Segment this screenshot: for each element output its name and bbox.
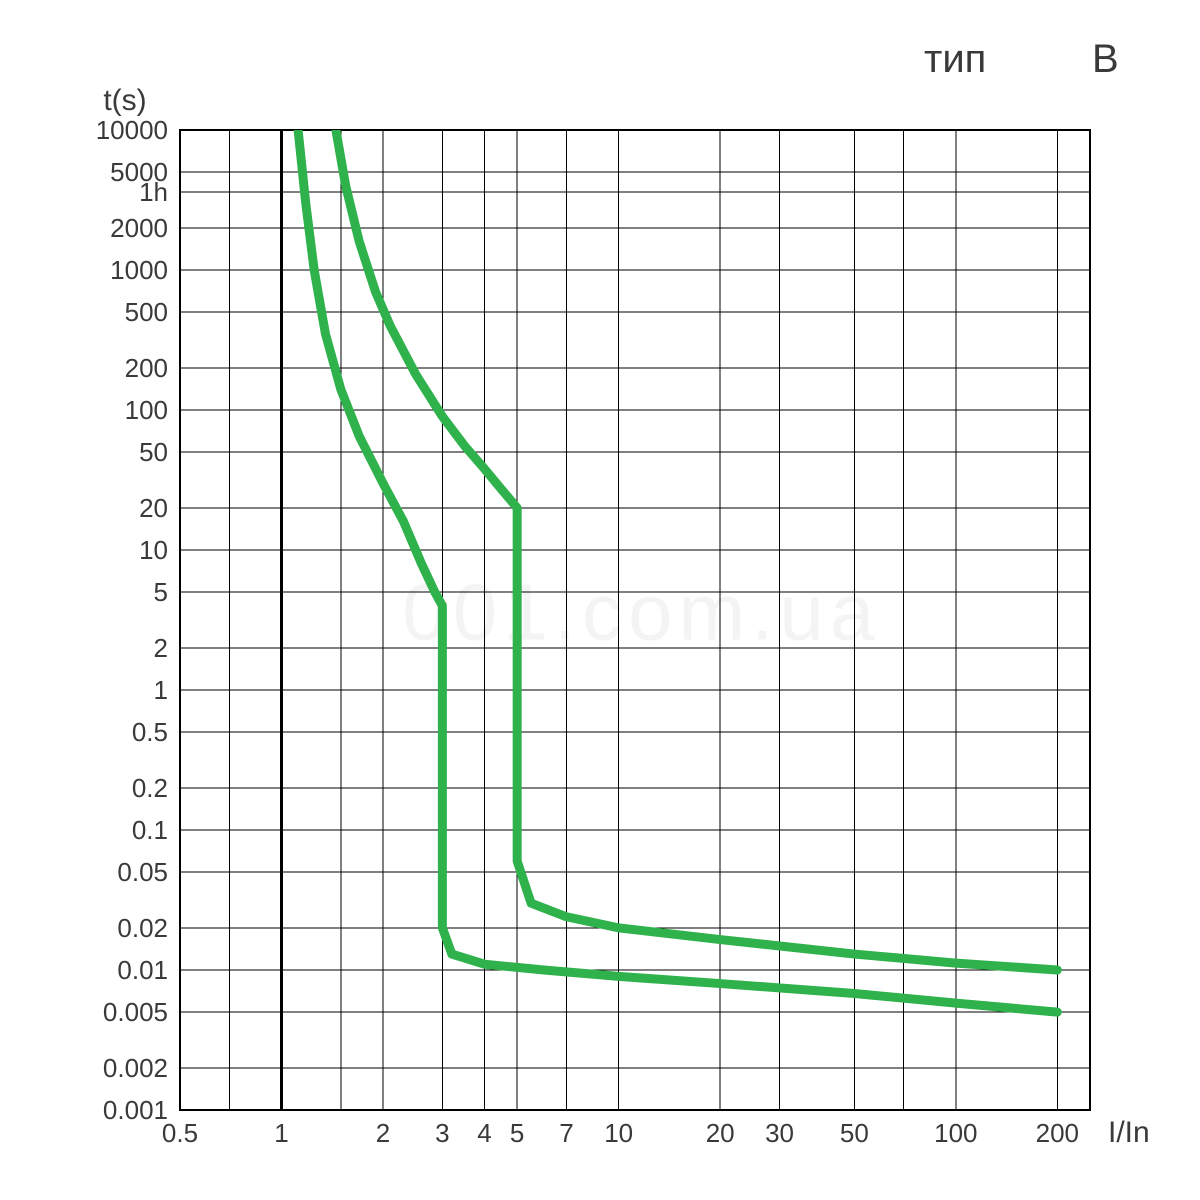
chart-title-left: тип <box>924 37 986 81</box>
x-tick-label: 2 <box>376 1118 390 1148</box>
x-tick-label: 4 <box>477 1118 491 1148</box>
x-tick-label: 0.5 <box>162 1118 198 1148</box>
y-tick-label: 1 <box>154 675 168 705</box>
y-tick-label: 200 <box>125 353 168 383</box>
x-axis-label: I/In <box>1108 1116 1150 1149</box>
y-tick-label: 50 <box>139 437 168 467</box>
x-tick-label: 1 <box>274 1118 288 1148</box>
y-tick-label: 10000 <box>96 115 168 145</box>
y-tick-label: 20 <box>139 493 168 523</box>
x-tick-label: 200 <box>1036 1118 1079 1148</box>
y-tick-label: 0.01 <box>117 955 168 985</box>
y-tick-label: 1h <box>139 177 168 207</box>
y-tick-label: 2 <box>154 633 168 663</box>
y-tick-label: 0.5 <box>132 717 168 747</box>
x-tick-label: 20 <box>706 1118 735 1148</box>
y-tick-label: 0.002 <box>103 1053 168 1083</box>
x-tick-label: 30 <box>765 1118 794 1148</box>
y-tick-label: 0.001 <box>103 1095 168 1125</box>
trip-curve-chart: 001.com.ua1000050001h2000100050020010050… <box>0 0 1200 1200</box>
chart-svg: 001.com.ua1000050001h2000100050020010050… <box>0 0 1200 1200</box>
x-tick-label: 5 <box>510 1118 524 1148</box>
watermark-text: 001.com.ua <box>402 568 880 657</box>
y-tick-label: 2000 <box>110 213 168 243</box>
y-axis-label: t(s) <box>103 84 146 117</box>
y-tick-label: 0.1 <box>132 815 168 845</box>
y-tick-label: 0.005 <box>103 997 168 1027</box>
x-tick-label: 10 <box>604 1118 633 1148</box>
x-tick-label: 3 <box>435 1118 449 1148</box>
x-tick-label: 50 <box>840 1118 869 1148</box>
y-tick-label: 10 <box>139 535 168 565</box>
chart-title-right: B <box>1092 37 1119 81</box>
y-tick-label: 500 <box>125 297 168 327</box>
y-tick-label: 100 <box>125 395 168 425</box>
y-tick-label: 1000 <box>110 255 168 285</box>
x-tick-label: 100 <box>934 1118 977 1148</box>
y-tick-label: 0.05 <box>117 857 168 887</box>
x-tick-label: 7 <box>559 1118 573 1148</box>
y-tick-label: 5 <box>154 577 168 607</box>
y-tick-label: 0.02 <box>117 913 168 943</box>
y-tick-label: 0.2 <box>132 773 168 803</box>
